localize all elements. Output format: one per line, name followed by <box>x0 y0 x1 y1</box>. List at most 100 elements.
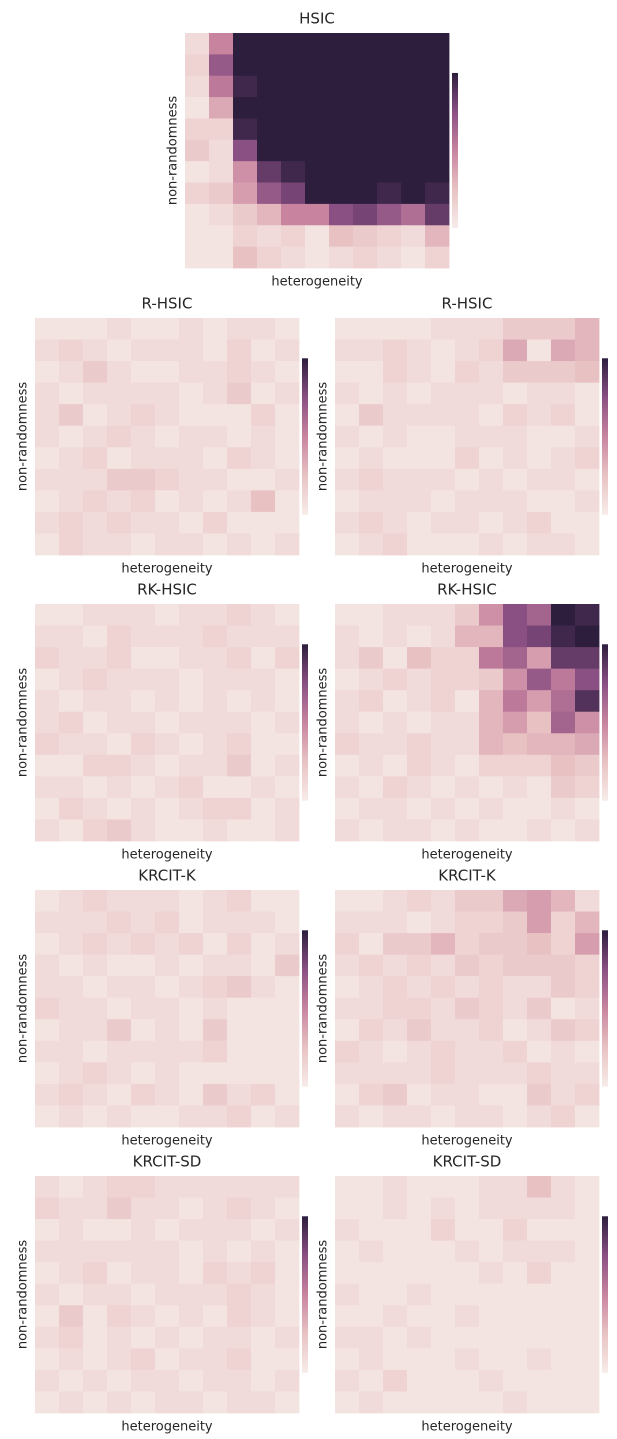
heatmap-cell <box>281 118 306 141</box>
heatmap-cell <box>455 776 480 799</box>
heatmap-cell <box>227 1262 252 1285</box>
heatmap-cell <box>479 318 504 340</box>
heatmap-cell <box>383 1219 408 1242</box>
heatmap-cell <box>455 382 480 405</box>
heatmap-cell <box>503 490 528 513</box>
heatmap-cell <box>131 1019 156 1042</box>
heatmap-cell <box>203 1197 228 1220</box>
heatmap-cell <box>425 203 450 226</box>
heatmap-cell <box>335 954 360 977</box>
heatmap-cell <box>59 339 84 362</box>
heatmap-cell <box>35 1040 60 1063</box>
heatmap-cell <box>107 1369 132 1392</box>
heatmap-cell <box>455 511 480 534</box>
heatmap-cell <box>83 1369 108 1392</box>
heatmap-cell <box>551 625 576 648</box>
heatmap-cell <box>407 1197 432 1220</box>
heatmap-cell <box>551 1083 576 1106</box>
heatmap-cell <box>35 711 60 734</box>
heatmap-cell <box>335 911 360 934</box>
heatmap-cell <box>305 97 330 119</box>
heatmap-cell <box>431 604 456 626</box>
heatmap-cell <box>455 404 480 427</box>
heatmap-cell <box>203 776 228 799</box>
heatmap-cell <box>431 318 456 340</box>
heatmap-cell <box>455 711 480 734</box>
heatmap-cell <box>575 1176 600 1198</box>
heatmap-cell <box>251 318 276 340</box>
heatmap-cell <box>35 1219 60 1242</box>
heatmap-cell <box>527 776 552 799</box>
heatmap-cell <box>227 425 252 448</box>
heatmap-cell <box>479 911 504 934</box>
heatmap-cell <box>503 318 528 340</box>
heatmap-cell <box>353 54 378 77</box>
heatmap-cell <box>359 425 384 448</box>
heatmap-cell <box>59 997 84 1020</box>
heatmap-cell <box>575 1197 600 1220</box>
heatmap-cell <box>431 647 456 670</box>
heatmap-cell <box>131 447 156 470</box>
heatmap-cell <box>227 1105 252 1128</box>
heatmap-cell <box>407 404 432 427</box>
heatmap-cell <box>179 997 204 1020</box>
heatmap-cell <box>209 203 234 226</box>
heatmap-cell <box>353 97 378 119</box>
heatmap-cell <box>455 361 480 384</box>
heatmap-cell <box>503 1283 528 1306</box>
heatmap-cell <box>131 1348 156 1371</box>
heatmap-cell <box>233 118 258 141</box>
heatmap-cell <box>275 1040 300 1063</box>
heatmap-cell <box>455 733 480 756</box>
heatmap-cell <box>503 604 528 626</box>
heatmap-cell <box>35 933 60 956</box>
heatmap-cell <box>527 339 552 362</box>
y-axis-label: non-randomness <box>316 1240 331 1350</box>
heatmap-cell <box>179 890 204 912</box>
heatmap-cell <box>131 490 156 513</box>
heatmap-cell <box>359 911 384 934</box>
heatmap-cell <box>359 625 384 648</box>
heatmap-cell <box>575 819 600 842</box>
heatmap-cell <box>275 711 300 734</box>
heatmap-cell <box>383 404 408 427</box>
heatmap-cell <box>59 733 84 756</box>
heatmap-cell <box>575 1391 600 1414</box>
heatmap-cell <box>551 1326 576 1349</box>
heatmap-cell <box>383 819 408 842</box>
heatmap-cell <box>83 668 108 691</box>
heatmap-cell <box>503 1326 528 1349</box>
heatmap-cell <box>83 690 108 713</box>
heatmap-cell <box>131 1040 156 1063</box>
heatmap-cell <box>551 1262 576 1285</box>
heatmap-cell <box>275 1019 300 1042</box>
heatmap-cell <box>155 1019 180 1042</box>
heatmap-cell <box>383 690 408 713</box>
colorbar <box>302 358 308 515</box>
heatmap-cell <box>527 997 552 1020</box>
heatmap-cell <box>527 911 552 934</box>
heatmap-cell <box>227 604 252 626</box>
heatmap-cell <box>59 754 84 777</box>
panel: KRCIT-SD heterogeneity non-randomness <box>16 1153 308 1435</box>
heatmap-cell <box>59 976 84 999</box>
heatmap-cell <box>431 1219 456 1242</box>
heatmap-cell <box>83 754 108 777</box>
heatmap-cell <box>359 1019 384 1042</box>
heatmap-cell <box>407 468 432 491</box>
heatmap-cell <box>179 690 204 713</box>
heatmap-cell <box>305 54 330 77</box>
heatmap-cell <box>281 75 306 98</box>
heatmap-cell <box>479 1219 504 1242</box>
heatmap-cell <box>329 161 354 183</box>
heatmap-cell <box>551 997 576 1020</box>
heatmap-cell <box>335 361 360 384</box>
heatmap-cell <box>155 733 180 756</box>
heatmap-cell <box>353 75 378 98</box>
heatmap-cell <box>455 1040 480 1063</box>
heatmap-cell <box>401 33 426 55</box>
heatmap-cell <box>503 1105 528 1128</box>
heatmap-cell <box>503 339 528 362</box>
heatmap-cell <box>203 711 228 734</box>
